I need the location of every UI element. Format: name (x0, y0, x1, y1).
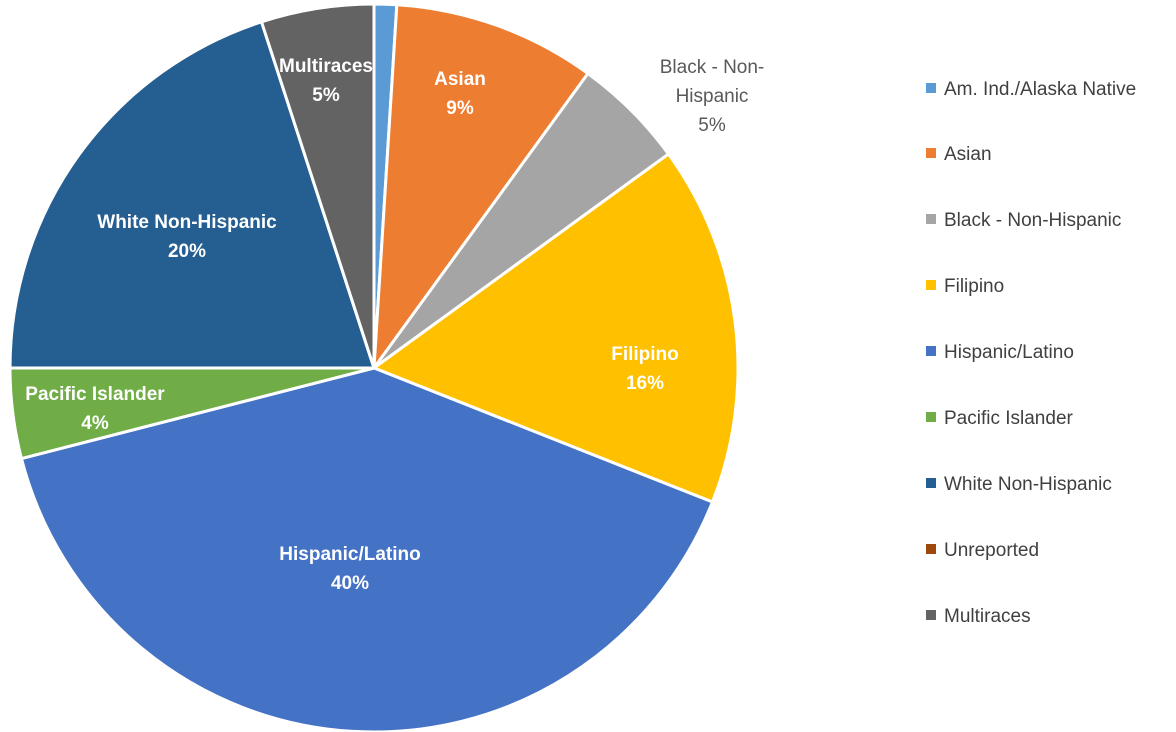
pie-slice-asian (372, 3, 591, 374)
legend-item-white-non-hispanic: White Non-Hispanic (926, 475, 1166, 495)
legend-item-unreported: Unreported (926, 541, 1166, 561)
pie-slice-multiraces (259, 2, 376, 369)
pie-slice-filipino (370, 151, 740, 504)
data-label-asian: Asian 9% (434, 69, 486, 119)
legend-swatch (926, 213, 936, 224)
legend-swatch (926, 609, 936, 620)
legend-item-filipino: Filipino (926, 277, 1166, 297)
pie-slice-hispanic-latino (19, 366, 715, 732)
legend-label: Asian (944, 144, 992, 165)
data-label-white-non-hispanic: White Non-Hispanic 20% (97, 212, 277, 262)
data-label-multiraces: Multiraces 5% (279, 56, 373, 106)
legend-swatch (926, 345, 936, 356)
legend-swatch (926, 477, 936, 488)
legend: Am. Ind./Alaska Native Asian Black - Non-H… (926, 80, 1166, 673)
legend-item-black-non-hispanic: Black - Non-Hispanic (926, 211, 1166, 231)
legend-item-asian: Asian (926, 145, 1166, 165)
legend-label: White Non-Hispanic (944, 474, 1112, 495)
legend-swatch (926, 411, 936, 422)
legend-item-pacific-islander: Pacific Islander (926, 409, 1166, 429)
data-label-hispanic-latino: Hispanic/Latino 40% (279, 544, 420, 594)
legend-label: Multiraces (944, 606, 1031, 627)
legend-item-hispanic-latino: Hispanic/Latino (926, 343, 1166, 363)
legend-swatch (926, 279, 936, 290)
data-label-black-non-hispanic: Black - Non-Hispanic 5% (660, 57, 765, 136)
legend-label: Pacific Islander (944, 408, 1073, 429)
legend-swatch (926, 82, 936, 93)
data-label-filipino: Filipino 16% (611, 344, 679, 394)
legend-swatch (926, 147, 936, 158)
legend-label: Hispanic/Latino (944, 342, 1074, 363)
legend-label: Black - Non-Hispanic (944, 210, 1122, 231)
legend-label: Am. Ind./Alaska Native (944, 79, 1137, 100)
legend-item-multiraces: Multiraces (926, 607, 1166, 627)
legend-label: Unreported (944, 540, 1040, 561)
legend-item-am-ind-alaska-native: Am. Ind./Alaska Native (926, 80, 1166, 100)
legend-swatch (926, 543, 936, 554)
data-label-pacific-islander: Pacific Islander 4% (25, 384, 165, 434)
pie-slice-white-non-hispanic (8, 19, 377, 370)
legend-label: Filipino (944, 276, 1005, 297)
